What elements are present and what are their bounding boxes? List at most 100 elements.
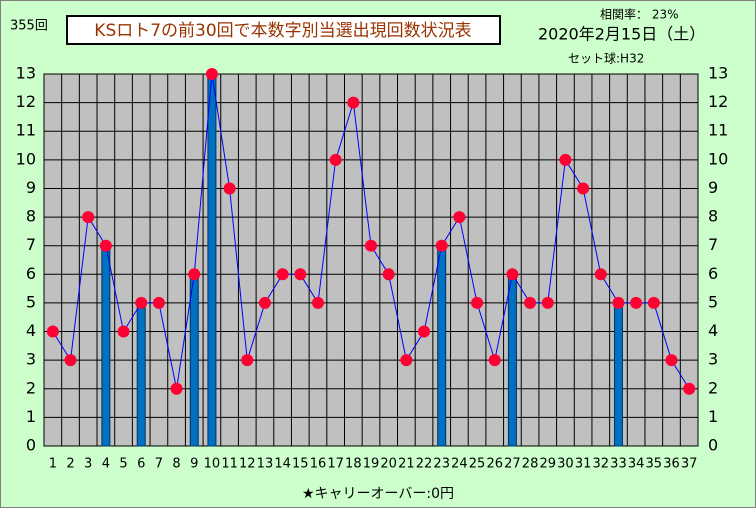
marker bbox=[612, 296, 625, 309]
x-tick-label: 31 bbox=[575, 457, 592, 472]
marker bbox=[488, 354, 501, 367]
x-tick-label: 35 bbox=[646, 457, 663, 472]
x-tick-label: 28 bbox=[522, 457, 539, 472]
x-tick-label: 30 bbox=[557, 457, 574, 472]
x-tick-label: 1 bbox=[49, 457, 57, 472]
x-tick-label: 24 bbox=[451, 457, 468, 472]
marker bbox=[577, 182, 590, 195]
bar bbox=[189, 273, 199, 447]
title-box bbox=[66, 15, 501, 45]
x-tick-label: 32 bbox=[593, 457, 610, 472]
x-tick-label: 7 bbox=[155, 457, 163, 472]
marker bbox=[524, 296, 537, 309]
x-tick-label: 29 bbox=[539, 457, 556, 472]
marker bbox=[506, 268, 519, 281]
x-tick-label: 12 bbox=[239, 457, 256, 472]
correlation: 相関率： 23% bbox=[600, 7, 679, 22]
marker bbox=[241, 354, 254, 367]
marker bbox=[223, 182, 236, 195]
x-tick-label: 13 bbox=[257, 457, 274, 472]
y2-tick-label: 8 bbox=[708, 207, 718, 226]
x-tick-label: 27 bbox=[504, 457, 521, 472]
bar bbox=[437, 245, 447, 447]
x-tick-label: 8 bbox=[172, 457, 180, 472]
y2-tick-label: 5 bbox=[708, 292, 718, 311]
chart-title: KSロト7の前30回で本数字別当選出現回数状況表 bbox=[94, 21, 471, 41]
marker bbox=[435, 239, 448, 252]
y-tick-label: 13 bbox=[16, 64, 36, 83]
y2-tick-label: 11 bbox=[708, 121, 728, 140]
marker bbox=[365, 239, 377, 252]
y2-tick-label: 10 bbox=[708, 149, 728, 168]
x-tick-label: 19 bbox=[363, 457, 380, 472]
x-tick-label: 14 bbox=[274, 457, 291, 472]
x-tick-label: 16 bbox=[310, 457, 327, 472]
set-ball: セット球:H32 bbox=[568, 52, 644, 66]
y-tick-label: 12 bbox=[16, 92, 36, 111]
x-tick-label: 2 bbox=[66, 457, 74, 472]
x-tick-label: 9 bbox=[190, 457, 198, 472]
x-tick-label: 18 bbox=[345, 457, 362, 472]
x-tick-label: 34 bbox=[628, 457, 645, 472]
x-tick-label: 21 bbox=[398, 457, 415, 472]
date: 2020年2月15日（土） bbox=[538, 25, 705, 44]
marker bbox=[594, 268, 607, 281]
bar bbox=[207, 73, 217, 447]
x-tick-label: 5 bbox=[119, 457, 127, 472]
y-tick-label: 8 bbox=[26, 207, 36, 226]
y2-tick-label: 4 bbox=[708, 321, 718, 340]
marker bbox=[329, 153, 342, 166]
draw-label: 355回 bbox=[10, 19, 48, 34]
marker bbox=[541, 296, 554, 309]
marker bbox=[347, 96, 360, 109]
x-tick-label: 26 bbox=[486, 457, 503, 472]
marker bbox=[453, 211, 466, 224]
marker bbox=[665, 354, 678, 367]
marker bbox=[276, 268, 289, 281]
x-tick-label: 4 bbox=[102, 457, 110, 472]
x-tick-label: 3 bbox=[84, 457, 92, 472]
y2-tick-label: 7 bbox=[708, 235, 718, 254]
y-tick-label: 2 bbox=[26, 378, 36, 397]
marker bbox=[471, 296, 484, 309]
marker bbox=[418, 325, 431, 338]
bar bbox=[613, 302, 623, 447]
x-tick-label: 36 bbox=[663, 457, 680, 472]
marker bbox=[382, 268, 395, 281]
y-tick-label: 4 bbox=[26, 321, 36, 340]
marker bbox=[205, 68, 218, 80]
x-tick-label: 11 bbox=[221, 457, 238, 472]
marker bbox=[683, 382, 696, 395]
y-tick-label: 9 bbox=[26, 178, 36, 197]
x-tick-label: 17 bbox=[327, 457, 344, 472]
marker bbox=[188, 268, 201, 281]
x-tick-label: 6 bbox=[137, 457, 145, 472]
x-tick-label: 20 bbox=[380, 457, 397, 472]
marker bbox=[170, 382, 183, 395]
x-tick-label: 23 bbox=[433, 457, 450, 472]
x-tick-label: 37 bbox=[681, 457, 698, 472]
y-tick-label: 11 bbox=[16, 121, 36, 140]
y2-tick-label: 12 bbox=[708, 92, 728, 111]
bar bbox=[507, 273, 517, 447]
marker bbox=[135, 296, 148, 309]
marker bbox=[152, 296, 165, 309]
marker bbox=[117, 325, 130, 338]
y2-tick-label: 0 bbox=[708, 436, 718, 455]
y2-tick-label: 9 bbox=[708, 178, 718, 197]
y2-tick-label: 1 bbox=[708, 407, 718, 426]
y2-tick-label: 2 bbox=[708, 378, 718, 397]
marker bbox=[46, 325, 59, 338]
marker bbox=[647, 296, 660, 309]
x-tick-label: 33 bbox=[610, 457, 627, 472]
marker bbox=[64, 354, 77, 367]
marker bbox=[559, 153, 572, 166]
x-tick-label: 15 bbox=[292, 457, 309, 472]
y-tick-label: 3 bbox=[26, 350, 36, 369]
y2-tick-label: 3 bbox=[708, 350, 718, 369]
marker bbox=[630, 296, 643, 309]
y2-tick-label: 6 bbox=[708, 264, 718, 283]
marker bbox=[99, 239, 112, 252]
marker bbox=[294, 268, 307, 281]
